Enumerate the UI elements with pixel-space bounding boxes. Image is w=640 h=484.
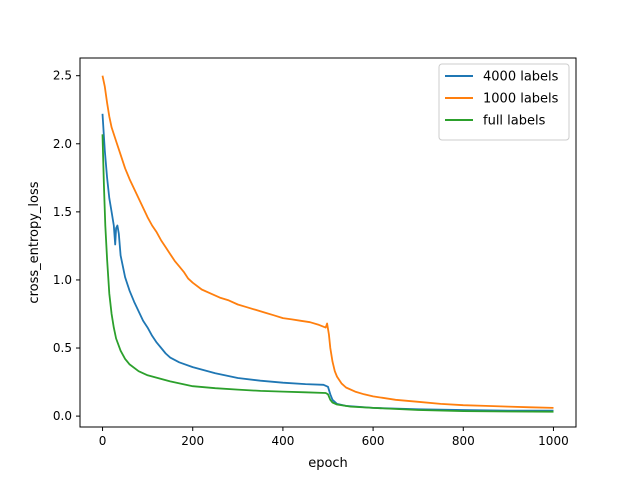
x-tick-label: 400 [271, 434, 294, 448]
y-tick-label: 1.0 [53, 273, 72, 287]
series-line-2 [101, 75, 554, 409]
x-tick-label: 600 [362, 434, 385, 448]
x-axis-label: epoch [308, 456, 348, 471]
y-tick-label: 2.0 [53, 137, 72, 151]
y-tick-label: 2.5 [53, 69, 72, 83]
legend: 4000 labels 1000 labels full labels [438, 63, 570, 141]
series-line-3 [101, 134, 554, 413]
y-axis-label: cross_entropy_loss [27, 181, 42, 303]
y-tick-label: 1.5 [53, 205, 72, 219]
plot-frame [79, 57, 577, 428]
y-axis: 0.0 0.5 1.0 1.5 2.0 2.5 [53, 69, 80, 423]
x-tick-label: 0 [99, 434, 107, 448]
series-layer [101, 75, 554, 413]
y-tick-label: 0.5 [53, 341, 72, 355]
legend-label: 1000 labels [483, 92, 559, 107]
x-tick-label: 1000 [538, 434, 569, 448]
x-tick-label: 800 [452, 434, 475, 448]
series-line-1 [101, 113, 554, 412]
x-axis: 0 200 400 600 800 1000 [99, 427, 569, 448]
legend-label: full labels [483, 114, 546, 129]
x-tick-label: 200 [181, 434, 204, 448]
legend-label: 4000 labels [483, 70, 559, 85]
y-tick-label: 0.0 [53, 409, 72, 423]
